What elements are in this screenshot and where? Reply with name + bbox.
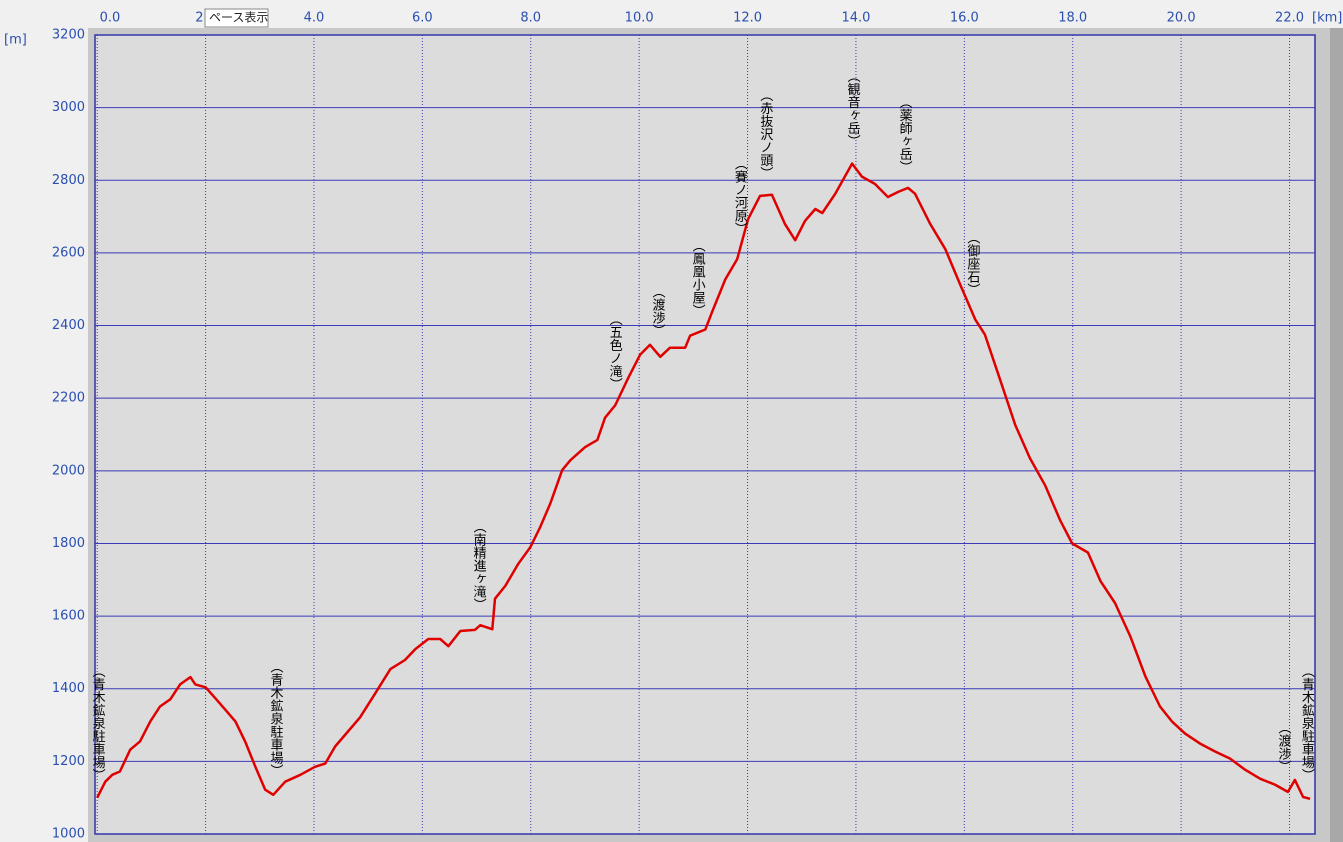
annotation: （赤抜沢ノ頭） bbox=[757, 88, 773, 179]
y-tick-label: 1600 bbox=[52, 609, 85, 624]
grid bbox=[95, 34, 1315, 835]
annotation: （鳳凰小屋） bbox=[690, 239, 706, 317]
x-tick-label: 12.0 bbox=[733, 11, 762, 26]
x-tick-label: 4.0 bbox=[304, 11, 325, 26]
y-tick-label: 1400 bbox=[52, 681, 85, 696]
annotation: （南精進ヶ滝） bbox=[471, 520, 487, 611]
x-tick-label: 14.0 bbox=[841, 11, 870, 26]
annotation: （渡渉） bbox=[650, 285, 666, 337]
y-axis-label: [m] bbox=[4, 33, 27, 48]
x-tick-label: 18.0 bbox=[1058, 11, 1087, 26]
annotation: （薬師ヶ岳） bbox=[897, 95, 913, 173]
y-tick-label: 2800 bbox=[52, 173, 85, 188]
x-tick-label: 8.0 bbox=[520, 11, 541, 26]
x-tick-label: 22.0 bbox=[1275, 11, 1304, 26]
x-tick-label: 16.0 bbox=[950, 11, 979, 26]
x-tick-label: 20.0 bbox=[1167, 11, 1196, 26]
y-tick-label: 2400 bbox=[52, 318, 85, 333]
annotation: （青木鉱泉駐車場） bbox=[267, 660, 283, 777]
scroll-strip bbox=[1330, 28, 1343, 842]
x-tick-label: 0.0 bbox=[100, 11, 121, 26]
y-tick-label: 1800 bbox=[52, 536, 85, 551]
marks bbox=[96, 162, 1311, 801]
tooltip-text: ペース表示 bbox=[209, 11, 268, 25]
annotation: （青木鉱泉駐車場） bbox=[90, 665, 106, 782]
elevation-line bbox=[96, 162, 1311, 801]
y-tick-label: 2000 bbox=[52, 463, 85, 478]
y-tick-label: 3200 bbox=[52, 28, 85, 43]
y-tick-label: 1000 bbox=[52, 827, 85, 842]
plot-area bbox=[94, 34, 1316, 835]
annotation: （御座石） bbox=[964, 231, 980, 296]
y-tick-label: 3000 bbox=[52, 100, 85, 115]
annotation: （青木鉱泉駐車場） bbox=[1299, 665, 1315, 782]
tooltip-box bbox=[204, 8, 269, 28]
annotation: （賽ノ河原） bbox=[732, 157, 748, 235]
tooltip: ペース表示 bbox=[204, 8, 269, 28]
y-tick-label: 2200 bbox=[52, 391, 85, 406]
labels: 1000 1200 1400 1600 1800 2000 2200 2400 2600 2800… bbox=[52, 11, 1314, 842]
annotation: （渡渉） bbox=[1276, 721, 1292, 773]
y-tick-label: 2600 bbox=[52, 245, 85, 260]
annotation: （観音ヶ岳） bbox=[845, 70, 861, 148]
x-axis-label: [km] bbox=[1312, 11, 1342, 26]
x-tick-label: 6.0 bbox=[412, 11, 433, 26]
y-tick-label: 1200 bbox=[52, 754, 85, 769]
x-tick-label: 10.0 bbox=[625, 11, 654, 26]
annotation: （五色ノ滝） bbox=[607, 312, 623, 390]
